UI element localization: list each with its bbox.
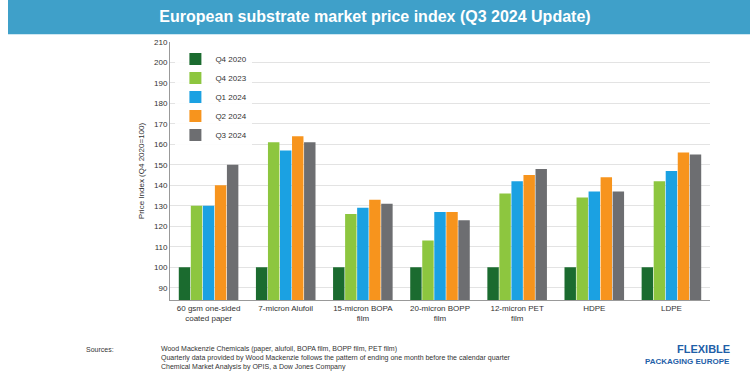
svg-text:20-micron BOPPfilm: 20-micron BOPPfilm <box>410 304 470 323</box>
svg-text:200: 200 <box>154 58 168 67</box>
svg-text:FLEXIBLE: FLEXIBLE <box>677 343 730 355</box>
svg-text:130: 130 <box>154 202 168 211</box>
svg-text:190: 190 <box>154 79 168 88</box>
svg-text:90: 90 <box>158 284 167 293</box>
svg-text:Q1 2024: Q1 2024 <box>215 93 246 102</box>
svg-text:15-micron BOPAfilm: 15-micron BOPAfilm <box>333 304 393 323</box>
svg-text:Q3 2024: Q3 2024 <box>215 131 246 140</box>
svg-text:210: 210 <box>154 38 168 47</box>
svg-text:120: 120 <box>154 222 168 231</box>
svg-text:150: 150 <box>154 161 168 170</box>
svg-text:140: 140 <box>154 181 168 190</box>
svg-text:European substrate market pric: European substrate market price index (Q… <box>159 8 590 25</box>
svg-text:110: 110 <box>155 243 168 252</box>
svg-text:Quarterly data provided by Woo: Quarterly data provided by Wood Mackenzi… <box>161 354 511 362</box>
svg-text:180: 180 <box>154 99 168 108</box>
svg-text:LDPE: LDPE <box>661 304 682 313</box>
svg-text:Price Index (Q4 2020=100): Price Index (Q4 2020=100) <box>137 123 146 220</box>
svg-text:PACKAGING EUROPE: PACKAGING EUROPE <box>645 357 730 366</box>
svg-text:HDPE: HDPE <box>583 304 605 313</box>
svg-text:Q4 2020: Q4 2020 <box>215 55 246 64</box>
svg-text:12-micron PETfilm: 12-micron PETfilm <box>490 304 543 323</box>
svg-text:Q2 2024: Q2 2024 <box>215 112 246 121</box>
svg-text:Wood Mackenzie Chemicals (pape: Wood Mackenzie Chemicals (paper, alufoil… <box>161 345 397 353</box>
svg-text:Sources:: Sources: <box>86 346 114 353</box>
svg-text:60 gsm one-sidedcoated paper: 60 gsm one-sidedcoated paper <box>177 304 241 323</box>
svg-text:Chemical Market Analysis by OP: Chemical Market Analysis by OPIS, a Dow … <box>161 363 346 371</box>
svg-text:170: 170 <box>154 120 168 129</box>
svg-text:160: 160 <box>154 140 168 149</box>
svg-text:7-micron Alufoil: 7-micron Alufoil <box>258 304 313 313</box>
svg-text:Q4 2023: Q4 2023 <box>215 74 246 83</box>
svg-text:100: 100 <box>154 263 168 272</box>
